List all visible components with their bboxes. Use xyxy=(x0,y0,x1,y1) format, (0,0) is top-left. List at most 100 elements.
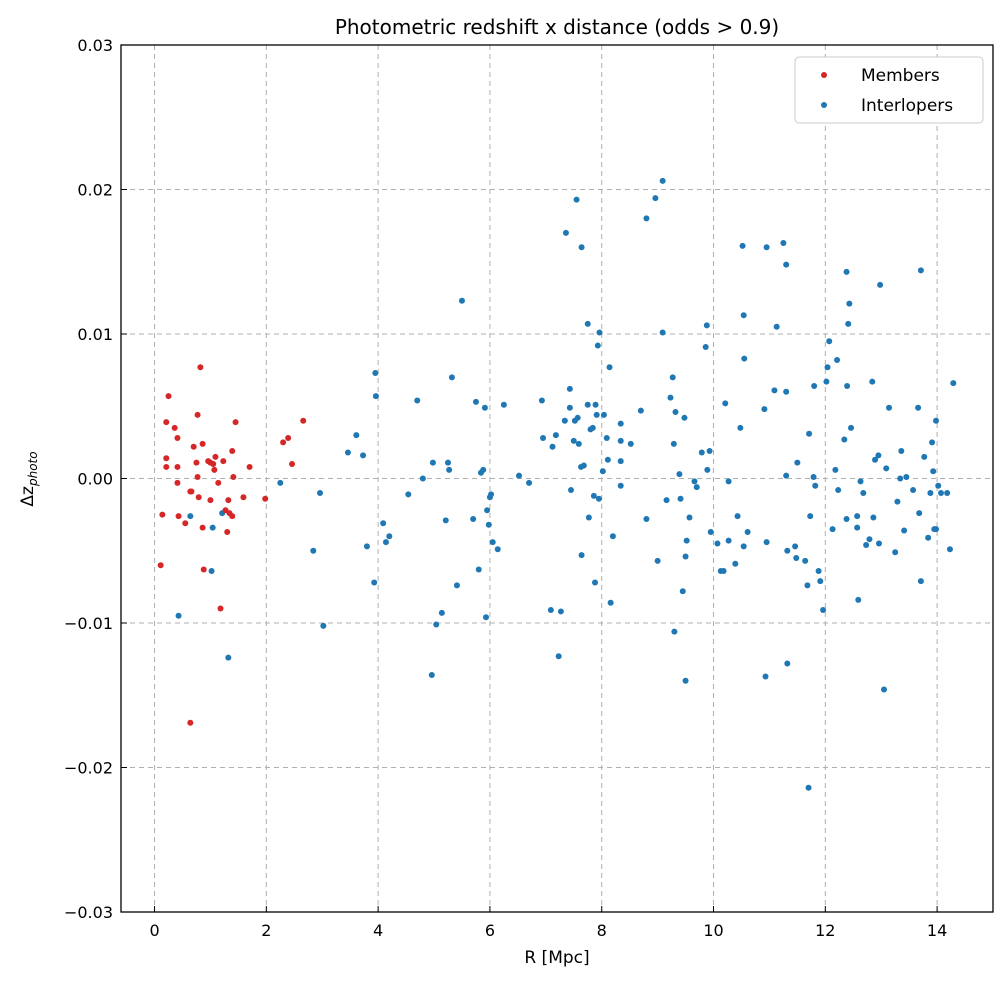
point-interlopers xyxy=(643,215,650,222)
point-members xyxy=(193,459,200,466)
point-interlopers xyxy=(691,478,698,485)
point-interlopers xyxy=(567,487,574,494)
point-members xyxy=(163,455,170,462)
point-members xyxy=(229,448,236,455)
point-members xyxy=(229,513,236,520)
point-interlopers xyxy=(930,468,937,475)
point-interlopers xyxy=(762,673,769,680)
point-interlopers xyxy=(585,514,592,521)
point-members xyxy=(240,494,247,501)
point-interlopers xyxy=(607,599,614,606)
point-interlopers xyxy=(593,411,600,418)
point-interlopers xyxy=(773,323,780,330)
point-interlopers xyxy=(677,495,684,502)
point-interlopers xyxy=(578,552,585,559)
point-interlopers xyxy=(854,524,861,531)
x-tick-label: 4 xyxy=(373,921,383,940)
point-interlopers xyxy=(883,465,890,472)
point-interlopers xyxy=(659,329,666,336)
point-interlopers xyxy=(932,417,939,424)
point-members xyxy=(225,497,232,504)
point-interlopers xyxy=(897,475,904,482)
point-interlopers xyxy=(793,554,800,561)
point-interlopers xyxy=(843,268,850,275)
point-interlopers xyxy=(489,539,496,546)
points xyxy=(157,177,957,791)
point-interlopers xyxy=(538,397,545,404)
point-interlopers xyxy=(663,497,670,504)
axis-ticks: 0 2 4 6 8 10 12 14 −0.03 −0.02 −0.01 0.00 0.01 0.02 0.… xyxy=(64,36,947,940)
point-interlopers xyxy=(846,300,853,307)
point-interlopers xyxy=(584,401,591,408)
point-interlopers xyxy=(470,515,477,522)
point-interlopers xyxy=(419,475,426,482)
point-interlopers xyxy=(704,466,711,473)
y-tick-label: −0.02 xyxy=(64,759,113,778)
point-interlopers xyxy=(917,578,924,585)
point-interlopers xyxy=(475,566,482,573)
point-interlopers xyxy=(944,489,951,496)
point-interlopers xyxy=(175,612,182,619)
point-interlopers xyxy=(442,517,449,524)
point-interlopers xyxy=(209,524,216,531)
y-tick-label: 0.00 xyxy=(77,470,113,489)
point-interlopers xyxy=(208,567,215,574)
y-tick-label: −0.03 xyxy=(64,903,113,922)
point-interlopers xyxy=(686,514,693,521)
point-members xyxy=(199,524,206,531)
point-members xyxy=(285,435,292,442)
point-interlopers xyxy=(372,393,379,400)
point-interlopers xyxy=(573,196,580,203)
point-interlopers xyxy=(811,383,818,390)
point-interlopers xyxy=(927,489,934,496)
point-interlopers xyxy=(600,411,607,418)
point-interlopers xyxy=(725,537,732,544)
point-interlopers xyxy=(676,471,683,478)
point-interlopers xyxy=(938,489,945,496)
point-interlopers xyxy=(722,400,729,407)
point-interlopers xyxy=(720,567,727,574)
point-interlopers xyxy=(875,452,882,459)
point-interlopers xyxy=(606,364,613,371)
point-interlopers xyxy=(881,686,887,693)
point-interlopers xyxy=(875,540,882,547)
point-interlopers xyxy=(561,417,568,424)
point-members xyxy=(165,393,172,400)
point-interlopers xyxy=(429,459,436,466)
grid xyxy=(121,44,993,913)
point-interlopers xyxy=(763,244,770,251)
point-interlopers xyxy=(860,489,867,496)
point-interlopers xyxy=(739,242,746,249)
point-interlopers xyxy=(483,614,490,621)
point-interlopers xyxy=(609,533,616,540)
point-members xyxy=(207,459,214,466)
point-members xyxy=(197,364,204,371)
point-interlopers xyxy=(741,355,748,362)
y-axis-label: Δzphoto xyxy=(18,451,40,506)
point-interlopers xyxy=(866,536,873,543)
point-interlopers xyxy=(500,401,507,408)
point-interlopers xyxy=(744,528,751,535)
point-interlopers xyxy=(794,459,801,466)
point-interlopers xyxy=(898,448,905,455)
x-tick-label: 8 xyxy=(597,921,607,940)
point-interlopers xyxy=(617,482,624,489)
point-interlopers xyxy=(575,440,582,447)
point-members xyxy=(159,511,166,518)
point-interlopers xyxy=(225,654,232,661)
point-interlopers xyxy=(740,543,747,550)
point-interlopers xyxy=(804,582,811,589)
point-interlopers xyxy=(921,453,928,460)
point-members xyxy=(163,419,170,426)
point-interlopers xyxy=(892,549,899,556)
point-interlopers xyxy=(916,510,923,517)
point-interlopers xyxy=(590,492,597,499)
point-interlopers xyxy=(659,177,666,184)
point-interlopers xyxy=(950,380,957,387)
x-tick-label: 2 xyxy=(261,921,271,940)
point-interlopers xyxy=(783,261,790,268)
point-interlopers xyxy=(783,388,790,395)
point-members xyxy=(157,562,164,569)
point-interlopers xyxy=(595,495,602,502)
point-members xyxy=(289,461,296,468)
